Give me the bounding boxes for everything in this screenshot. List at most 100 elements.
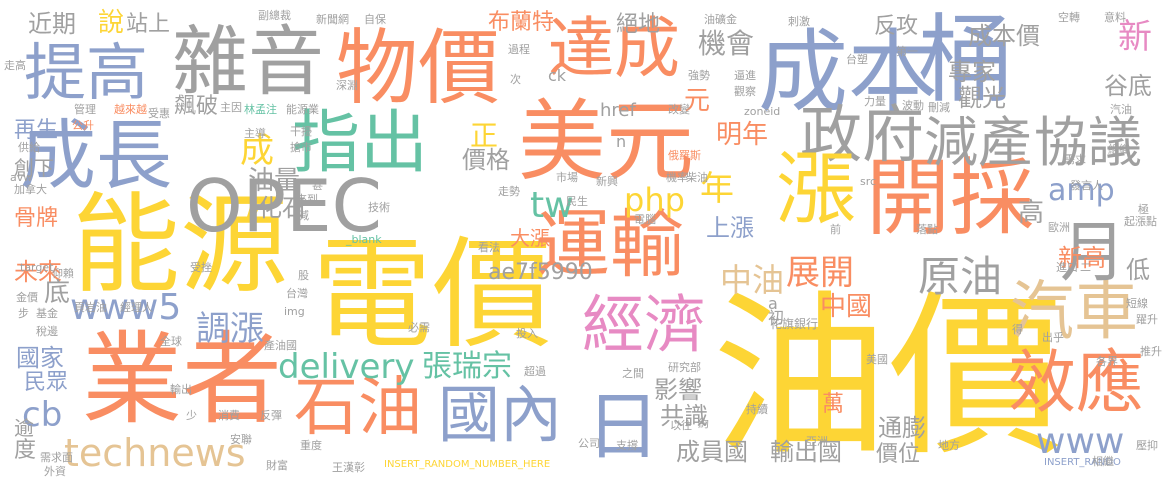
word-price-hike: 調漲 <box>196 309 264 349</box>
word-trend: 走勢 <box>498 185 520 198</box>
word-unfold: 展開 <box>786 253 854 293</box>
word-tourism: 觀光 <box>958 84 1006 112</box>
word-electricity-price: 電價 <box>312 226 552 365</box>
word-brent: 布蘭特 <box>488 10 555 35</box>
word-citibank: 花旗銀行 <box>770 317 819 331</box>
word-petroleum: 石油 <box>294 371 422 445</box>
word-www: www <box>1036 421 1125 462</box>
word-cut: 刪減 <box>928 101 950 114</box>
word-shale-oil: 頁岩油 <box>74 301 107 314</box>
word-russia: 俄羅斯 <box>668 149 701 162</box>
word-demand-side: 需求面 <box>40 451 73 464</box>
word-more-than: 超過 <box>524 365 546 378</box>
word-stand-above: 站上 <box>126 12 171 37</box>
word-amp: amp <box>1048 173 1115 208</box>
word-successively: 相繼 <box>1092 455 1114 468</box>
word-energy: 能源 <box>72 183 289 308</box>
word-emerging: 新興 <box>596 175 618 188</box>
word-month: 月 <box>1060 214 1126 291</box>
word-company: 公司 <box>578 437 600 450</box>
word-push-up: 推升 <box>1140 345 1162 358</box>
word-energy-industry: 能源業 <box>286 103 319 116</box>
word-influence: 影響 <box>654 376 702 404</box>
word-technology: 技術 <box>368 201 390 214</box>
word-approx: 約 <box>698 417 709 430</box>
word-research: 研究部 <box>668 361 701 374</box>
word-cpc: 中油 <box>720 261 785 299</box>
word-new: 新 <box>1118 17 1152 57</box>
word-process: 過程 <box>508 43 530 56</box>
word-short-term: 短線 <box>1126 297 1148 310</box>
word-car: 汽車 <box>1010 275 1138 349</box>
word-domino: 骨牌 <box>14 206 59 231</box>
word-usd: 美元 <box>518 90 695 193</box>
word-benefit: 受惠 <box>148 107 170 120</box>
word-ck: ck <box>548 66 567 85</box>
word-probability: 機率 <box>666 171 688 184</box>
word-bottom: 谷底 <box>1104 72 1152 100</box>
word-href: href <box>600 100 636 121</box>
word-extraction: 開採 <box>866 149 1035 247</box>
word-insert-rando: INSERT_RANDO <box>1044 457 1121 468</box>
word-domestic: 國內 <box>438 378 563 451</box>
word-foreign-capital: 外資 <box>44 465 66 478</box>
word-arrive: 來到 <box>296 193 318 206</box>
word-climb: 走高 <box>4 59 26 72</box>
word-initial: 初 <box>768 308 785 327</box>
word-avw: avw <box>10 171 33 184</box>
word-stimulate: 刺激 <box>788 15 810 28</box>
word-fluctuation: 波動 <box>902 99 924 112</box>
word-positive: 正 <box>470 119 499 152</box>
word-suppress: 壓抑 <box>1136 439 1158 452</box>
word-computer: 電腦 <box>634 213 656 226</box>
word-beyond: 出乎 <box>1042 331 1064 344</box>
word-break: 飆破 <box>174 94 219 119</box>
word-market: 市場 <box>556 171 578 184</box>
word-cost-price: 成本價 <box>968 22 1040 50</box>
word-point-out: 指出 <box>292 104 429 183</box>
word-country: 國家 <box>16 344 64 372</box>
word-inflation: 通膨 <box>878 414 926 442</box>
word-desperate: 絕地 <box>616 12 661 37</box>
word-idle: 空轉 <box>1058 11 1080 24</box>
word-degree: 度 <box>14 438 37 463</box>
word-rebound: 反彈 <box>260 409 282 422</box>
word-continue: 持續 <box>746 403 768 416</box>
word-noise: 雜音 <box>172 17 324 106</box>
word-spokesman: 發言人 <box>1070 179 1103 192</box>
word-manager: 經理人 <box>120 301 153 314</box>
word-surge: 大漲 <box>510 226 550 250</box>
word-taiwan: 台灣 <box>286 287 308 300</box>
word-achieve: 達成 <box>548 10 680 87</box>
word-lead: 主導 <box>244 127 266 140</box>
word-set-record: 創下 <box>14 156 54 180</box>
word-between: 之間 <box>622 367 644 380</box>
word-php: php <box>624 181 685 219</box>
word-setback: 受挫 <box>190 261 212 274</box>
word-raise: 提高 <box>24 36 149 109</box>
word-more-and-more: 越來越 <box>114 103 147 116</box>
word-self-protect: 自保 <box>364 13 386 26</box>
word-oil-fund: 油礦金 <box>704 13 737 26</box>
word-fund: 基金 <box>36 307 58 320</box>
word-www5: www5 <box>70 287 182 328</box>
word-before: 前 <box>830 223 841 236</box>
word-first: 第一 <box>896 45 918 58</box>
word-observe: 觀察 <box>734 85 756 98</box>
word-crude-oil: 原油 <box>918 252 1003 301</box>
word-wealth: 財富 <box>266 459 288 472</box>
word-usa: 美國 <box>866 353 888 366</box>
word-past: 以往 <box>670 419 692 432</box>
word-day: 日 <box>586 384 660 470</box>
word-src: src <box>860 175 877 188</box>
word-abyss: 深淵 <box>336 79 358 92</box>
word-organization: 組織 <box>1108 143 1130 156</box>
word-jump: 躍升 <box>1136 313 1158 326</box>
word-img: img <box>284 305 305 318</box>
word-canada: 加拿大 <box>14 183 47 196</box>
word-diesel: 柴油 <box>686 171 708 184</box>
word-price: 價格 <box>462 146 510 174</box>
word-landing: 落點 <box>916 223 938 236</box>
word-hash: ae7f5990 <box>488 260 593 285</box>
word-recent: 近期 <box>28 10 76 38</box>
